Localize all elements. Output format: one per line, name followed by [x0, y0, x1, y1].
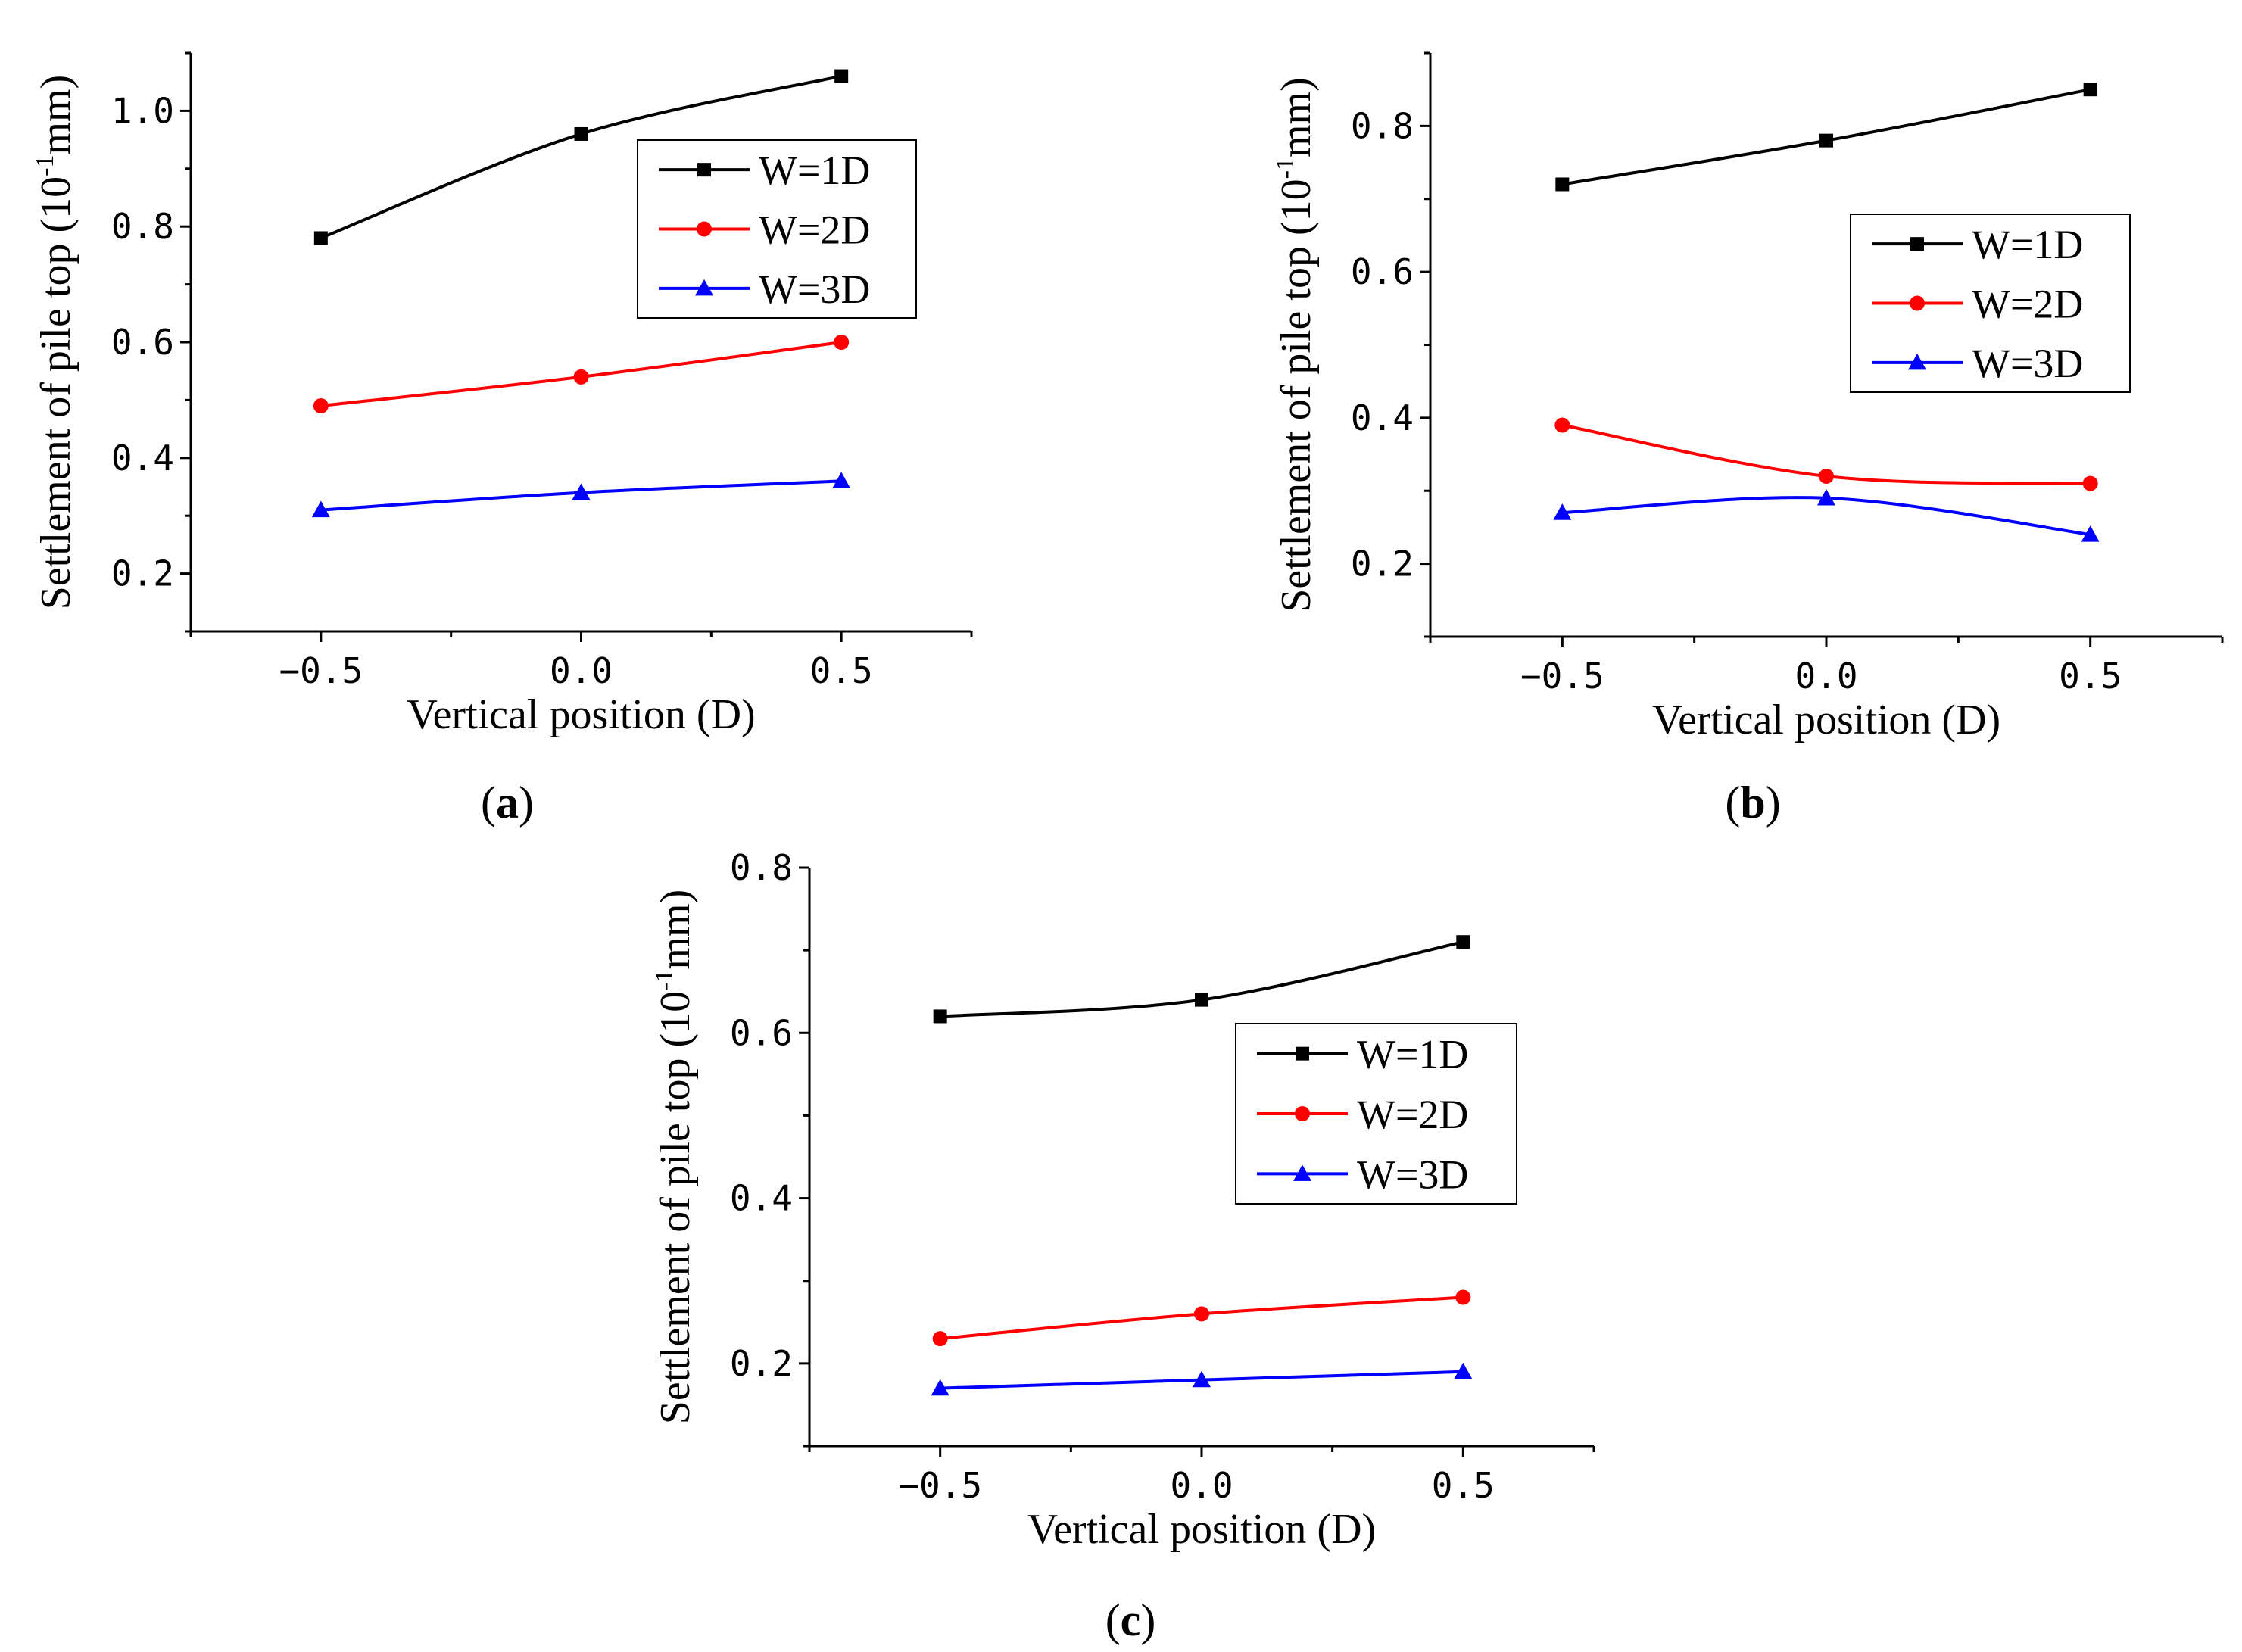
x-tick-label: −0.5	[1520, 656, 1604, 697]
legend-swatch-marker	[1295, 1106, 1310, 1121]
data-point	[1455, 1289, 1471, 1305]
data-point	[1194, 1306, 1209, 1322]
legend-swatch-marker	[1908, 353, 1926, 370]
x-tick-label: 0.0	[550, 650, 613, 691]
legend-swatch-marker	[1910, 237, 1924, 251]
x-tick-label: 0.5	[2059, 656, 2122, 697]
data-point	[1553, 503, 1572, 520]
y-tick-label: 0.6	[1351, 251, 1414, 292]
data-point	[1195, 993, 1208, 1007]
legend-label: W=3D	[1357, 1152, 1468, 1197]
y-tick-label: 0.8	[111, 206, 174, 247]
x-tick-label: 0.5	[1432, 1465, 1495, 1506]
legend-swatch-marker	[1910, 295, 1925, 311]
legend-swatch-marker	[1296, 1046, 1309, 1061]
y-tick-label: 0.2	[111, 553, 174, 594]
data-point	[574, 126, 588, 141]
data-point	[834, 69, 849, 83]
legend-swatch-marker	[697, 221, 712, 237]
y-tick-label: 0.8	[1351, 105, 1414, 146]
data-point	[933, 1009, 947, 1024]
data-point	[2083, 83, 2097, 97]
y-tick-label: 1.0	[111, 90, 174, 131]
legend: W=1D W=2D W=3D	[1235, 1023, 1517, 1205]
y-axis-title: Settlement of pile top (10-1mm)	[650, 890, 699, 1424]
x-tick-label: 0.0	[1795, 656, 1857, 697]
legend-label: W=1D	[759, 148, 870, 193]
data-point	[1456, 935, 1470, 949]
legend: W=1D W=2D W=3D	[1850, 214, 2131, 393]
data-point	[1555, 177, 1570, 192]
legend-swatch-marker	[695, 279, 713, 296]
legend: W=1D W=2D W=3D	[637, 139, 917, 319]
legend-swatch-marker	[1293, 1164, 1311, 1181]
x-tick-label: −0.5	[898, 1465, 982, 1506]
data-point	[834, 335, 850, 350]
panel-label: (c)	[1105, 1595, 1156, 1645]
data-point	[311, 500, 330, 518]
data-point	[572, 483, 591, 500]
legend-label: W=3D	[1972, 341, 2083, 386]
x-axis-title: Vertical position (D)	[1027, 1506, 1376, 1553]
x-axis-title: Vertical position (D)	[407, 691, 755, 738]
x-axis-title: Vertical position (D)	[1652, 697, 2000, 743]
data-point	[313, 231, 328, 245]
data-point	[932, 1331, 948, 1347]
data-point	[313, 398, 329, 414]
data-point	[2081, 525, 2100, 542]
y-axis-title: Settlement of pile top (10-1mm)	[31, 75, 80, 609]
data-point	[832, 472, 851, 488]
y-tick-label: 0.8	[730, 847, 793, 888]
data-point	[1819, 468, 1834, 484]
panel-label: (a)	[481, 778, 534, 828]
panel-label: (b)	[1725, 778, 1780, 828]
data-point	[1554, 417, 1570, 433]
x-tick-label: 0.5	[810, 650, 873, 691]
y-tick-label: 0.4	[730, 1178, 793, 1219]
data-point	[1454, 1362, 1473, 1379]
y-tick-label: 0.2	[1351, 544, 1414, 584]
y-tick-label: 0.2	[730, 1343, 793, 1384]
legend-label: W=2D	[1972, 282, 2083, 327]
data-point	[573, 369, 589, 385]
chart-panel-c: 0.2 0.4 0.6 0.8 −0.5 0.0 0.5 Vertical position …	[650, 847, 1595, 1645]
y-tick-label: 0.6	[111, 322, 174, 363]
data-point	[2082, 475, 2098, 491]
x-tick-label: 0.0	[1170, 1465, 1233, 1506]
chart-panel-b: 0.2 0.4 0.6 0.8 −0.5 0.0 0.5 Vertical position …	[1271, 51, 2224, 828]
y-tick-label: 0.4	[1351, 397, 1414, 438]
data-point	[1193, 1370, 1211, 1388]
data-point	[1819, 133, 1833, 148]
data-point	[1817, 488, 1835, 506]
legend-swatch-marker	[697, 163, 711, 177]
data-point	[931, 1379, 949, 1396]
y-axis-title: Settlement of pile top (10-1mm)	[1271, 77, 1320, 612]
y-tick-label: 0.6	[730, 1012, 793, 1053]
legend-label: W=1D	[1972, 222, 2083, 267]
legend-label: W=2D	[1357, 1092, 1468, 1137]
y-tick-label: 0.4	[111, 438, 174, 478]
legend-label: W=2D	[759, 207, 870, 253]
chart-panel-a: 0.2 0.4 0.6 0.8 1.0 −0.5 0.0 0.5 Vertical positi…	[31, 51, 973, 828]
legend-label: W=1D	[1357, 1032, 1468, 1077]
x-tick-label: −0.5	[279, 650, 363, 691]
legend-label: W=3D	[759, 267, 870, 312]
